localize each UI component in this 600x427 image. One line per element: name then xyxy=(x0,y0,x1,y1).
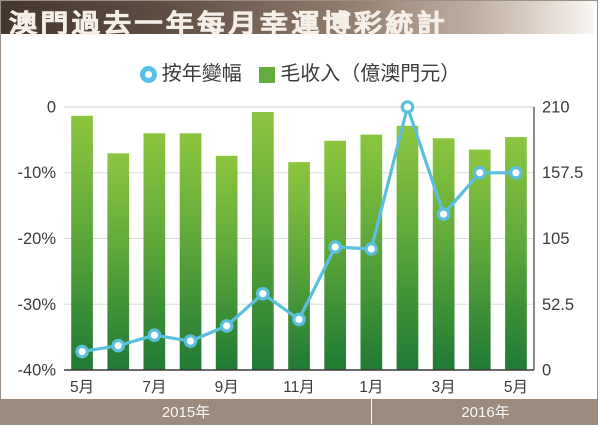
svg-text:5月: 5月 xyxy=(504,379,528,396)
svg-text:52.5: 52.5 xyxy=(542,296,574,314)
svg-text:-10%: -10% xyxy=(17,164,56,182)
svg-text:9月: 9月 xyxy=(215,379,239,396)
svg-text:-20%: -20% xyxy=(17,230,56,248)
svg-text:0: 0 xyxy=(542,362,551,380)
svg-text:11月: 11月 xyxy=(283,379,315,396)
svg-text:3月: 3月 xyxy=(432,379,456,396)
svg-text:-30%: -30% xyxy=(17,296,56,314)
svg-text:1月: 1月 xyxy=(359,379,383,396)
svg-text:-40%: -40% xyxy=(17,362,56,380)
svg-text:210: 210 xyxy=(542,99,570,117)
svg-text:0: 0 xyxy=(47,99,56,117)
svg-text:5月: 5月 xyxy=(70,379,94,396)
svg-text:105: 105 xyxy=(542,230,570,248)
svg-text:157.5: 157.5 xyxy=(542,164,583,182)
svg-text:7月: 7月 xyxy=(142,379,166,396)
